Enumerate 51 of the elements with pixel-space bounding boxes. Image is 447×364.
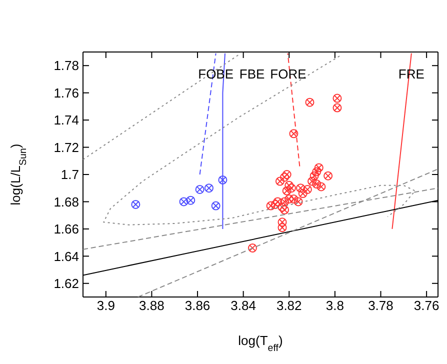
y-tick-label: 1.78 xyxy=(54,58,79,74)
point xyxy=(308,176,317,186)
y-tick-label: 1.66 xyxy=(54,222,79,237)
point xyxy=(332,94,342,103)
point xyxy=(316,182,326,192)
point xyxy=(286,184,296,193)
point xyxy=(310,171,319,180)
point xyxy=(275,176,284,186)
point xyxy=(282,170,292,179)
x-tick-label: 3.76 xyxy=(414,298,440,314)
point xyxy=(248,244,257,252)
point xyxy=(280,205,290,214)
point xyxy=(266,201,276,210)
point xyxy=(289,129,298,138)
x-tick-label: 3.8 xyxy=(326,298,344,314)
point xyxy=(278,202,287,212)
point xyxy=(324,171,333,180)
y-tick-label: 1.7 xyxy=(60,167,79,182)
series-label: FBE xyxy=(239,66,265,82)
series-label: FORE xyxy=(270,66,307,82)
point xyxy=(312,167,322,176)
point xyxy=(131,200,140,209)
point xyxy=(204,184,214,193)
y-tick-label: 1.76 xyxy=(54,85,79,100)
x-tick-label: 3.78 xyxy=(368,298,394,314)
point xyxy=(284,194,294,204)
point xyxy=(314,163,324,172)
point xyxy=(312,180,322,189)
point xyxy=(211,201,220,210)
x-axis-title: log(T$_{eff}$) xyxy=(238,333,283,354)
x-tick-label: 3.82 xyxy=(276,298,302,314)
point xyxy=(278,223,287,232)
point xyxy=(218,175,228,184)
point xyxy=(278,218,287,227)
x-tick-label: 3.84 xyxy=(230,298,256,314)
point xyxy=(332,103,342,112)
point xyxy=(280,172,290,182)
point xyxy=(294,197,303,206)
point xyxy=(305,98,314,107)
y-tick-label: 1.64 xyxy=(54,248,79,264)
x-tick-label: 3.9 xyxy=(96,298,115,314)
y-tick-label: 1.74 xyxy=(54,112,79,128)
point xyxy=(195,184,204,194)
x-tick-label: 3.88 xyxy=(139,298,164,314)
x-tick-label: 3.86 xyxy=(184,298,210,314)
y-tick-label: 1.62 xyxy=(54,276,79,292)
y-tick-label: 1.72 xyxy=(54,140,79,155)
point xyxy=(289,194,298,204)
point xyxy=(298,189,308,198)
y-tick-label: 1.68 xyxy=(54,194,79,210)
point xyxy=(282,186,292,196)
